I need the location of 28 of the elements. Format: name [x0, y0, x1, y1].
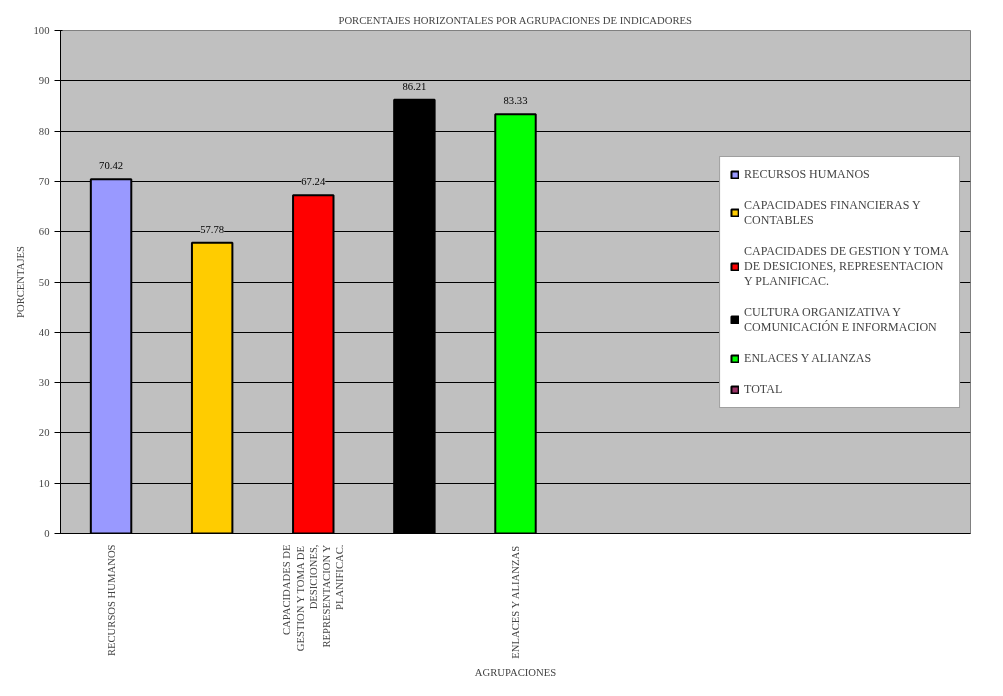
x-tick-label: CAPACIDADES DE GESTION Y TOMA DE DESICIONES, REPRESENTACION Y PLANIFICAC. [281, 544, 346, 652]
y-tick-label: 80 [38, 125, 50, 137]
legend-label: CAPACIDADES FINANCIERAS Y CONTABLES [744, 197, 921, 228]
y-tick-label: 40 [38, 326, 50, 338]
data-label: 83.33 [503, 95, 528, 107]
chart-title: PORCENTAJES HORIZONTALES POR AGRUPACIONES DE INDICADORES [338, 14, 692, 26]
y-tick-label: 90 [38, 75, 50, 87]
y-tick-label: 30 [38, 377, 50, 389]
y-tick-label: 70 [38, 175, 50, 187]
y-tick-label: 60 [38, 226, 50, 238]
legend-label: ENLACES Y ALIANZAS [744, 350, 872, 366]
legend-label: TOTAL [744, 381, 783, 397]
data-label: 57.78 [200, 223, 225, 235]
y-axis-title: PORCENTAJES [14, 245, 26, 318]
y-tick-label: 20 [38, 427, 50, 439]
y-tick-label: 50 [38, 276, 50, 288]
x-tick-label: RECURSOS HUMANOS [105, 544, 117, 657]
legend-label: RECURSOS HUMANOS [744, 166, 870, 182]
data-label: 86.21 [402, 80, 427, 92]
legend-label: CAPACIDADES DE GESTION Y TOMA DE DESICIONES, REPRESENTACION Y PLANIFICAC. [744, 243, 949, 289]
x-tick-label: ENLACES Y ALIANZAS [510, 545, 521, 659]
y-tick-label: 10 [38, 477, 50, 489]
legend-label: CULTURA ORGANIZATIVA Y COMUNICACIÓN E INFORMACION [744, 304, 937, 335]
data-label: 67.24 [301, 176, 326, 188]
y-tick-label: 0 [44, 528, 50, 539]
x-axis-title: AGRUPACIONES [474, 666, 557, 678]
y-tick-label: 100 [33, 25, 50, 36]
data-label: 70.42 [99, 160, 124, 172]
